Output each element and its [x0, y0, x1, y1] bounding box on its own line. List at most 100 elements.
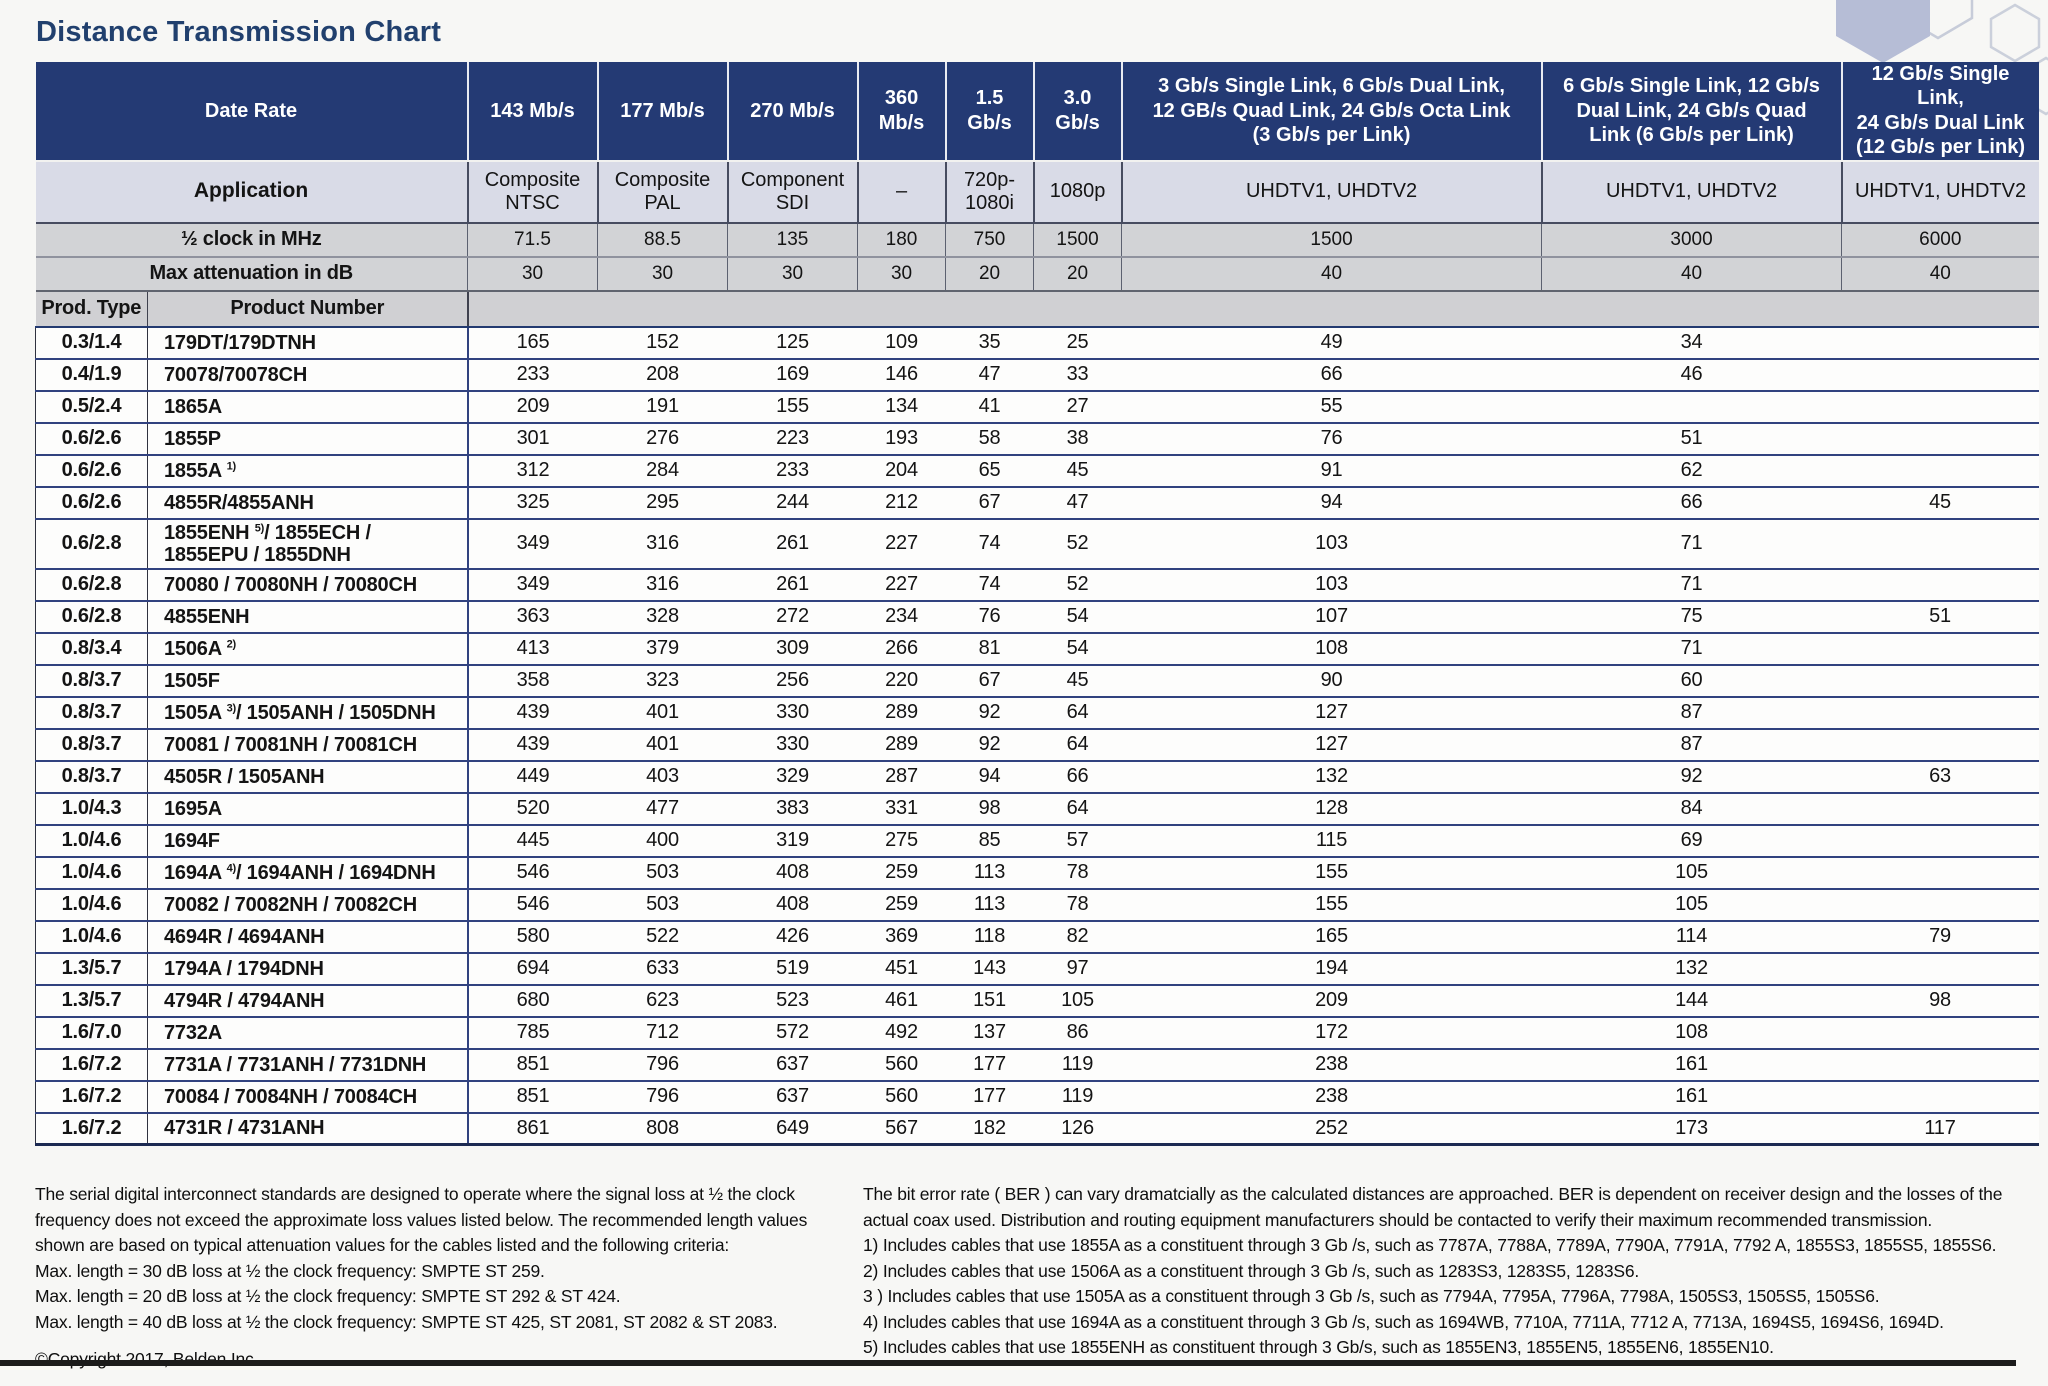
- criteria-line: Max. length = 20 dB loss at ½ the clock …: [35, 1286, 621, 1306]
- distance-value-cell: 144: [1541, 984, 1842, 1018]
- table-row: 0.6/2.8 4855ENH 363 328 272 234 76 54 107 75 51: [35, 600, 2039, 634]
- distance-value-cell: [1841, 824, 2039, 858]
- page-title: Distance Transmission Chart: [36, 16, 442, 48]
- product-number-cell: 70084 / 70084NH / 70084CH: [147, 1080, 469, 1114]
- distance-value-cell: 45: [1033, 454, 1122, 488]
- distance-value-cell: 301: [467, 422, 598, 456]
- table-row: 1.6/7.2 4731R / 4731ANH 861 808 649 567 182 126…: [35, 1112, 2039, 1147]
- distance-value-cell: 47: [1033, 486, 1122, 520]
- product-number-cell: 4794R / 4794ANH: [147, 984, 469, 1018]
- distance-value-cell: 115: [1121, 824, 1542, 858]
- distance-value-cell: 71: [1541, 568, 1842, 602]
- distance-value-cell: 316: [597, 518, 728, 570]
- footnote-paragraph: The serial digital interconnect standard…: [35, 1184, 808, 1255]
- prod-type-cell: 0.6/2.8: [35, 568, 148, 602]
- distance-value-cell: 64: [1033, 728, 1122, 762]
- rate-column-header: 177 Mb/s: [597, 62, 729, 162]
- distance-value-cell: 227: [857, 568, 946, 602]
- distance-value-cell: 127: [1121, 696, 1542, 730]
- distance-value-cell: 67: [945, 486, 1034, 520]
- prod-type-cell: 0.8/3.7: [35, 696, 148, 730]
- header-row-attenuation: Max attenuation in dB 30 30 30 30 20 20 40 40 40: [35, 256, 2039, 292]
- distance-value-cell: 66: [1121, 358, 1542, 392]
- distance-value-cell: 461: [857, 984, 946, 1018]
- distance-value-cell: 325: [467, 486, 598, 520]
- distance-value-cell: 796: [597, 1080, 728, 1114]
- half-clock-value: 1500: [1121, 222, 1543, 258]
- distance-value-cell: [1841, 888, 2039, 922]
- distance-value-cell: 132: [1541, 952, 1842, 986]
- application-cell: Component SDI: [727, 160, 859, 224]
- table-row: 1.0/4.6 4694R / 4694ANH 580 522 426 369 118 82 1…: [35, 920, 2039, 954]
- distance-value-cell: 408: [727, 856, 858, 890]
- distance-value-cell: 519: [727, 952, 858, 986]
- distance-value-cell: 400: [597, 824, 728, 858]
- rate-column-header: 1.5 Gb/s: [945, 62, 1035, 162]
- distance-value-cell: 272: [727, 600, 858, 634]
- distance-value-cell: 193: [857, 422, 946, 456]
- distance-value-cell: 45: [1033, 664, 1122, 698]
- note-line: 5) Includes cables that use 1855ENH as c…: [863, 1337, 1774, 1357]
- prod-type-cell: 1.6/7.0: [35, 1016, 148, 1050]
- distance-value-cell: 309: [727, 632, 858, 666]
- distance-value-cell: 85: [945, 824, 1034, 858]
- footnote-right-column: The bit error rate ( BER ) can vary dram…: [863, 1182, 2033, 1373]
- criteria-line: Max. length = 40 dB loss at ½ the clock …: [35, 1311, 778, 1332]
- distance-value-cell: 244: [727, 486, 858, 520]
- table-row: 1.0/4.6 70082 / 70082NH / 70082CH 546 503 40…: [35, 888, 2039, 922]
- distance-value-cell: 46: [1541, 358, 1842, 392]
- distance-value-cell: 82: [1033, 920, 1122, 954]
- distance-value-cell: 87: [1541, 696, 1842, 730]
- distance-value-cell: 107: [1121, 600, 1542, 634]
- distance-value-cell: 66: [1033, 760, 1122, 794]
- distance-value-cell: 403: [597, 760, 728, 794]
- table-row: 0.8/3.7 70081 / 70081NH / 70081CH 439 401 33…: [35, 728, 2039, 762]
- table-row: 0.3/1.4 179DT/179DTNH 165 152 125 109 35 25 49 34: [35, 326, 2039, 360]
- rate-column-header: 360 Mb/s: [857, 62, 947, 162]
- distance-value-cell: 76: [1121, 422, 1542, 456]
- bottom-rule: [0, 1360, 2016, 1366]
- distance-value-cell: 86: [1033, 1016, 1122, 1050]
- half-clock-value: 6000: [1841, 222, 2039, 258]
- distance-value-cell: [1841, 568, 2039, 602]
- distance-value-cell: 287: [857, 760, 946, 794]
- distance-value-cell: 649: [727, 1112, 858, 1147]
- table-row: 0.6/2.8 70080 / 70080NH / 70080CH 349 316 26…: [35, 568, 2039, 602]
- distance-value-cell: [1841, 422, 2039, 456]
- distance-value-cell: 383: [727, 792, 858, 826]
- distance-value-cell: 146: [857, 358, 946, 392]
- rate-column-header: 12 Gb/s Single Link, 24 Gb/s Dual Link (12…: [1841, 62, 2039, 162]
- distance-value-cell: [1841, 1016, 2039, 1050]
- product-number-cell: 179DT/179DTNH: [147, 326, 469, 360]
- prod-type-cell: 1.0/4.6: [35, 888, 148, 922]
- prod-type-cell: 1.6/7.2: [35, 1112, 148, 1147]
- distance-transmission-table: Date Rate 143 Mb/s 177 Mb/s 270 Mb/s 360 Mb/s…: [35, 62, 2039, 1147]
- distance-value-cell: 572: [727, 1016, 858, 1050]
- prod-type-cell: 0.6/2.8: [35, 518, 148, 570]
- distance-value-cell: 69: [1541, 824, 1842, 858]
- distance-value-cell: 94: [945, 760, 1034, 794]
- prod-type-cell: 1.6/7.2: [35, 1080, 148, 1114]
- distance-value-cell: 238: [1121, 1048, 1542, 1082]
- application-cell: Composite NTSC: [467, 160, 599, 224]
- product-number-cell: 70081 / 70081NH / 70081CH: [147, 728, 469, 762]
- distance-value-cell: 276: [597, 422, 728, 456]
- distance-value-cell: 119: [1033, 1048, 1122, 1082]
- distance-value-cell: 98: [1841, 984, 2039, 1018]
- product-number-cell: 1865A: [147, 390, 469, 424]
- distance-value-cell: 118: [945, 920, 1034, 954]
- distance-value-cell: 492: [857, 1016, 946, 1050]
- distance-value-cell: 155: [1121, 888, 1542, 922]
- attenuation-value: 30: [857, 256, 947, 292]
- distance-value-cell: 63: [1841, 760, 2039, 794]
- hexagon-filled-icon: [1836, 0, 1930, 63]
- distance-value-cell: 633: [597, 952, 728, 986]
- distance-value-cell: 45: [1841, 486, 2039, 520]
- distance-value-cell: 369: [857, 920, 946, 954]
- distance-value-cell: 637: [727, 1048, 858, 1082]
- distance-value-cell: 55: [1121, 390, 1542, 424]
- distance-value-cell: 169: [727, 358, 858, 392]
- product-number-cell: 4731R / 4731ANH: [147, 1112, 469, 1147]
- distance-value-cell: 560: [857, 1080, 946, 1114]
- distance-value-cell: 289: [857, 728, 946, 762]
